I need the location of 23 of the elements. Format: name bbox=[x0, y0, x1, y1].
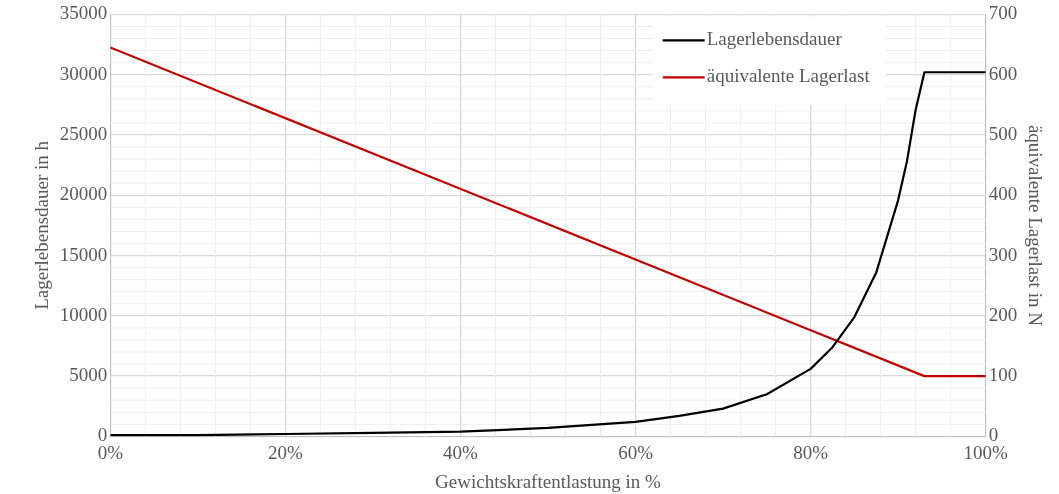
legend-label: Lagerlebensdauer bbox=[706, 28, 843, 50]
x-axis-title: Gewichtskraftentlastung in % bbox=[435, 470, 662, 492]
y-axis-title: Lagerlebensdauer in h bbox=[31, 140, 53, 310]
y-tick-label: 20000 bbox=[59, 183, 108, 205]
y-tick-label: 30000 bbox=[59, 62, 108, 84]
y2-tick-label: 100 bbox=[988, 364, 1018, 386]
y2-tick-label: 400 bbox=[988, 183, 1018, 205]
y2-axis-title: äquivalente Lagerlast in N bbox=[1024, 124, 1046, 327]
y2-tick-label: 600 bbox=[988, 62, 1018, 84]
y-tick-label: 5000 bbox=[69, 364, 108, 386]
y-tick-label: 35000 bbox=[59, 2, 108, 24]
y-tick-label: 10000 bbox=[59, 303, 108, 325]
y2-tick-label: 200 bbox=[988, 303, 1018, 325]
y2-tick-label: 500 bbox=[988, 122, 1018, 144]
x-tick-label: 40% bbox=[443, 441, 479, 463]
x-tick-label: 20% bbox=[267, 441, 303, 463]
y2-tick-label: 700 bbox=[988, 2, 1018, 24]
y-tick-label: 15000 bbox=[59, 243, 108, 265]
x-tick-label: 60% bbox=[618, 441, 654, 463]
y-tick-label: 25000 bbox=[59, 122, 108, 144]
legend-label: äquivalente Lagerlast bbox=[706, 65, 871, 87]
y2-tick-label: 300 bbox=[988, 243, 1018, 265]
x-tick-label: 80% bbox=[793, 441, 829, 463]
